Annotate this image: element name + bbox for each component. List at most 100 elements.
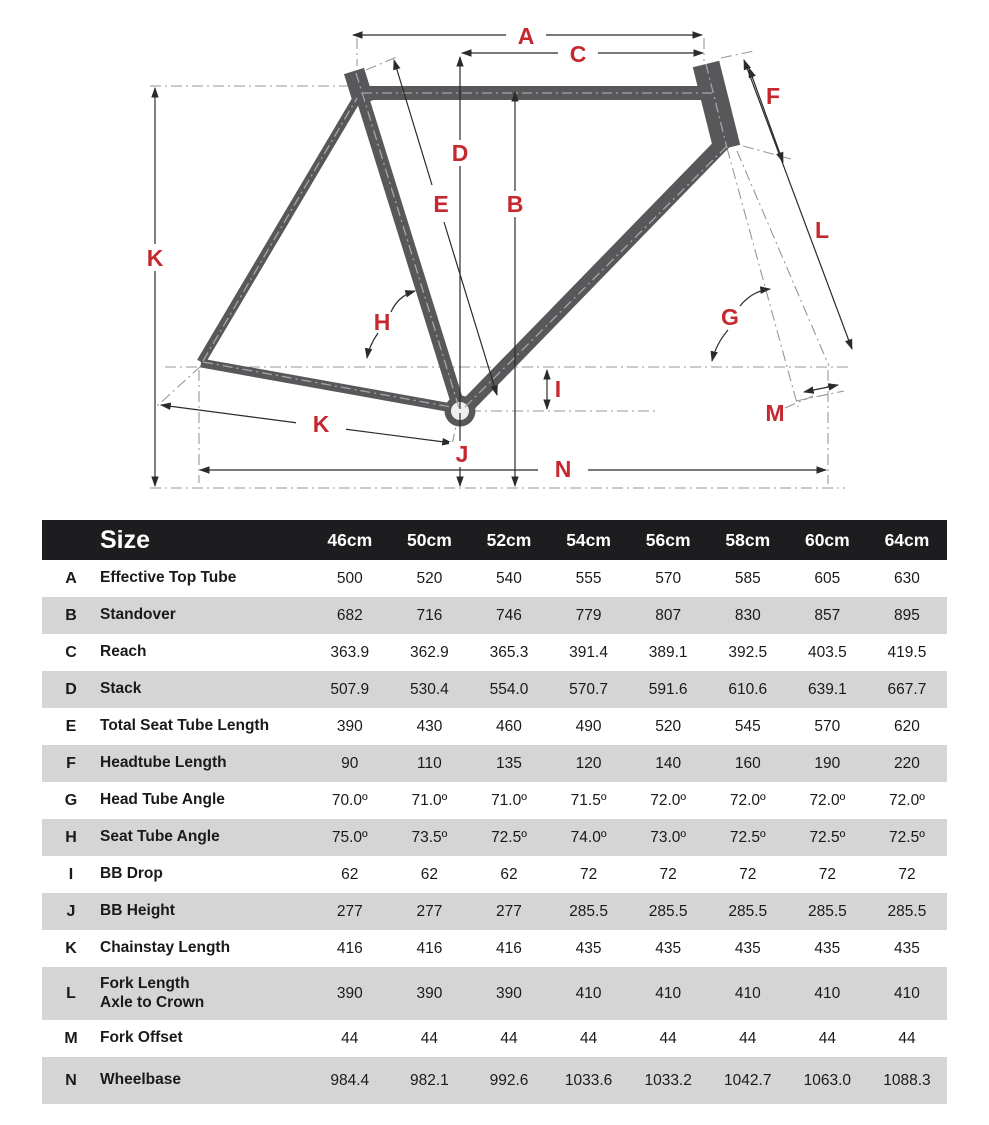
column-header: 64cm [884, 529, 930, 550]
cell-value: 72.5º [809, 828, 846, 846]
cell-value: 135 [496, 754, 522, 772]
geometry-table: Size 46cm 50cm 52cm 54cm 56cm 58cm 60cm 64cm A E… [42, 520, 947, 1104]
row-letter: E [65, 717, 77, 735]
cell-value: 74.0º [570, 828, 607, 846]
cell-value: 62 [500, 865, 518, 883]
cell-value: 365.3 [489, 643, 529, 661]
cell-value: 460 [496, 717, 522, 735]
cell-value: 44 [420, 1029, 439, 1047]
cell-value: 570 [655, 569, 682, 587]
cell-value: 72 [579, 865, 598, 883]
cell-value: 530.4 [409, 680, 449, 698]
cell-value: 490 [575, 717, 602, 735]
cell-value: 667.7 [887, 680, 927, 698]
cell-value: 75.0º [331, 828, 368, 846]
dim-label-n: N [555, 456, 572, 482]
cell-value: 72.5º [889, 828, 925, 846]
cell-value: 362.9 [409, 643, 449, 661]
cell-value: 73.0º [650, 828, 687, 846]
cell-value: 410 [575, 984, 602, 1002]
table-row: J BB Height 277 277 277 285.5 285.5 285.5 285.5 2… [42, 893, 947, 930]
cell-value: 716 [416, 606, 443, 624]
cell-value: 410 [655, 984, 682, 1002]
frame-tubes [197, 60, 741, 415]
cell-value: 160 [734, 754, 761, 772]
cell-value: 982.1 [409, 1071, 449, 1089]
cell-value: 830 [734, 606, 761, 624]
cell-value: 72.0º [729, 791, 766, 809]
cell-value: 620 [894, 717, 920, 735]
seat-stay [197, 94, 362, 365]
table-row: A Effective Top Tube 500 520 540 555 570 585 605… [42, 560, 947, 597]
dim-label-l: L [815, 217, 829, 243]
cell-value: 73.5º [411, 828, 448, 846]
table-row: M Fork Offset 44 44 44 44 44 44 44 44 [42, 1020, 947, 1057]
cell-value: 410 [894, 984, 920, 1002]
cell-value: 277 [496, 902, 522, 920]
row-letter: D [65, 680, 77, 698]
row-letter: M [64, 1029, 78, 1047]
cell-value: 391.4 [569, 643, 608, 661]
row-label: Chainstay Length [100, 939, 231, 957]
cell-value: 390 [336, 717, 363, 735]
cell-value: 605 [814, 569, 841, 587]
cell-value: 779 [575, 606, 602, 624]
cell-value: 285.5 [728, 902, 768, 920]
chain-stay [200, 358, 453, 413]
cell-value: 71.0º [491, 791, 527, 809]
table-row: K Chainstay Length 416 416 416 435 435 435 435 43… [42, 930, 947, 967]
cell-value: 363.9 [330, 643, 370, 661]
cell-value: 72.0º [809, 791, 846, 809]
row-label: Head Tube Angle [100, 791, 225, 809]
row-letter: I [68, 865, 74, 883]
column-header: 54cm [566, 529, 611, 550]
cell-value: 62 [420, 865, 439, 883]
dim-label-k-left: K [147, 245, 164, 271]
cell-value: 895 [894, 606, 920, 624]
cell-value: 540 [496, 569, 522, 587]
cell-value: 390 [336, 984, 363, 1002]
row-label: Total Seat Tube Length [100, 717, 270, 735]
cell-value: 392.5 [728, 643, 768, 661]
cell-value: 285.5 [807, 902, 847, 920]
table-row: B Standover 682 716 746 779 807 830 857 895 [42, 597, 947, 634]
cell-value: 72 [739, 865, 757, 883]
cell-value: 630 [894, 569, 920, 587]
row-label: Fork Length Axle to Crown [100, 975, 205, 1011]
cell-value: 639.1 [807, 680, 847, 698]
column-header: 52cm [486, 529, 532, 550]
cell-value: 1063.0 [803, 1071, 852, 1089]
dim-label-f: F [766, 83, 780, 109]
dim-label-a: A [518, 23, 535, 49]
size-header: Size [100, 525, 151, 554]
cell-value: 416 [496, 939, 522, 957]
dim-label-d: D [452, 140, 469, 166]
row-label: Wheelbase [100, 1071, 181, 1089]
cell-value: 70.0º [331, 791, 368, 809]
column-header: 58cm [725, 529, 771, 550]
cell-value: 72.5º [491, 828, 527, 846]
cell-value: 1042.7 [724, 1071, 772, 1089]
table-row: L Fork Length Axle to Crown 390 390 390 410 410… [42, 967, 947, 1020]
bb-shell-inner [451, 402, 469, 420]
dim-label-k: K [313, 411, 330, 437]
dim-label-b: B [507, 191, 524, 217]
cell-value: 72 [898, 865, 916, 883]
row-letter: C [65, 643, 77, 661]
cell-value: 610.6 [728, 680, 768, 698]
label-backgrounds [141, 24, 597, 482]
cell-value: 554.0 [489, 680, 529, 698]
cell-value: 110 [417, 754, 442, 772]
row-label: Reach [100, 643, 147, 661]
cell-value: 1033.2 [644, 1071, 692, 1089]
cell-value: 435 [814, 939, 841, 957]
table-row: H Seat Tube Angle 75.0º 73.5º 72.5º 74.0º 73.0… [42, 819, 947, 856]
column-header: 56cm [645, 529, 691, 550]
row-label: BB Drop [100, 865, 163, 883]
cell-value: 410 [814, 984, 841, 1002]
cell-value: 390 [496, 984, 522, 1002]
row-label: BB Height [100, 902, 175, 920]
row-letter: A [65, 569, 77, 587]
cell-value: 585 [734, 569, 761, 587]
cell-value: 807 [655, 606, 682, 624]
